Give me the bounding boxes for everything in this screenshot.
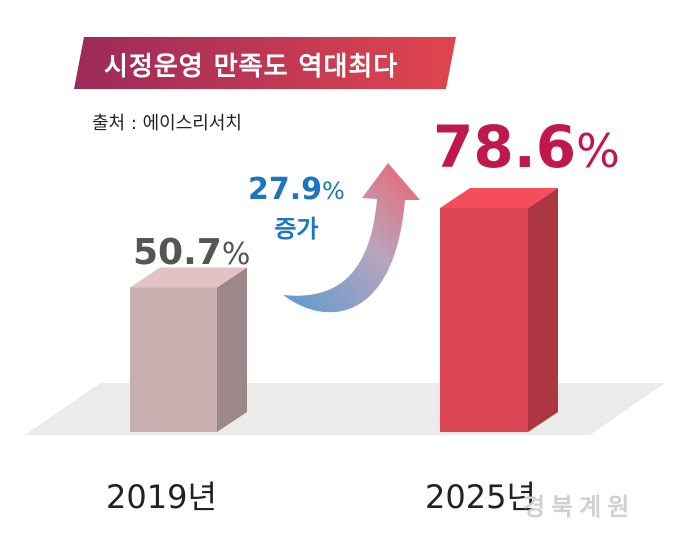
increase-value: 27.9% xyxy=(248,172,345,207)
watermark: 경북계원 xyxy=(523,493,636,521)
floor-plane xyxy=(25,383,665,435)
value-label-2025: 78.6% xyxy=(433,113,620,181)
bar-top-face xyxy=(440,187,558,208)
category-label-2019: 2019년 xyxy=(106,478,217,516)
increase-number: 27.9 xyxy=(248,172,323,207)
value-2025-number: 78.6 xyxy=(433,113,577,181)
bar-front-face xyxy=(130,287,217,432)
bar-side-face xyxy=(528,187,558,432)
bar-front-face xyxy=(440,207,528,432)
bar-top-face xyxy=(130,267,247,288)
value-label-2019: 50.7% xyxy=(133,232,250,273)
chart-title: 시정운영 만족도 역대최다 xyxy=(104,52,399,82)
category-label-2025: 2025년 xyxy=(425,478,536,516)
title-banner-shape xyxy=(74,37,456,89)
bar-2019 xyxy=(130,267,247,432)
value-2025-unit: % xyxy=(576,124,620,178)
bar-2025 xyxy=(440,187,558,432)
title-banner: 시정운영 만족도 역대최다 xyxy=(74,37,456,89)
source-note: 출처 : 에이스리서치 xyxy=(92,113,242,134)
bar-side-face xyxy=(217,267,247,432)
increase-label: 증가 xyxy=(274,215,319,243)
increase-unit: % xyxy=(322,177,345,205)
increase-annotation: 27.9% 증가 xyxy=(248,172,345,244)
increase-arrow xyxy=(283,163,420,313)
value-2019-number: 50.7 xyxy=(133,232,222,273)
value-2019-unit: % xyxy=(221,237,251,272)
